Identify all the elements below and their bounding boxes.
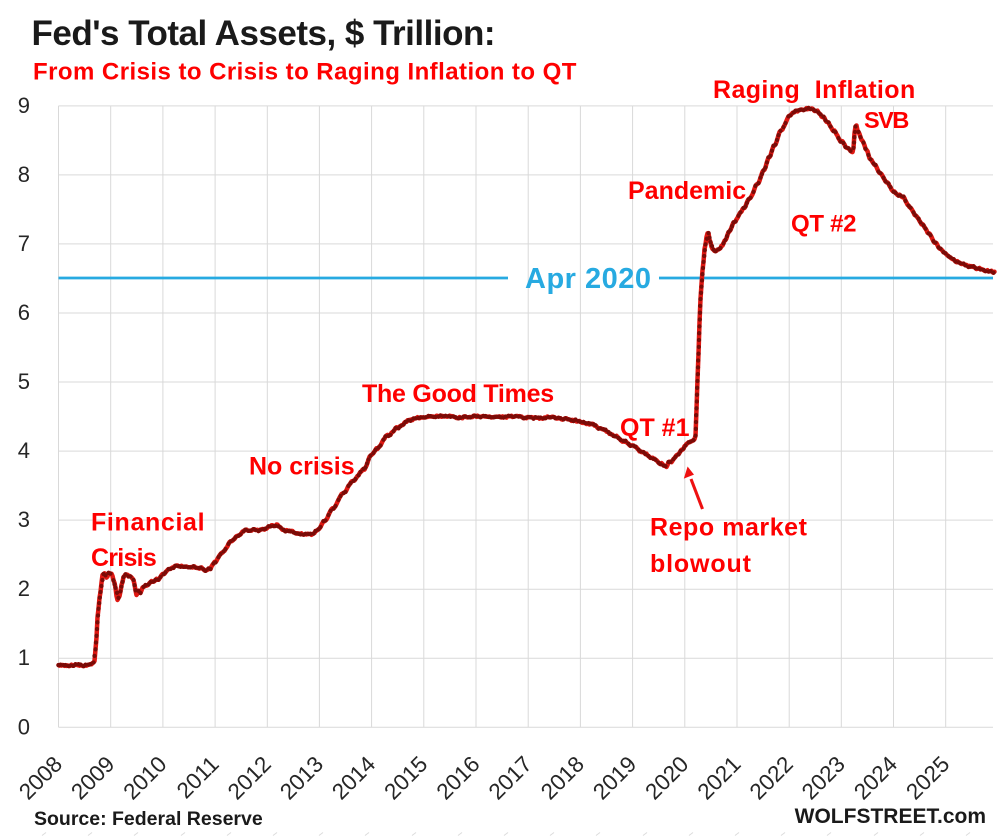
svg-text:No crisis: No crisis (249, 453, 355, 481)
svg-text:0: 0 (18, 714, 30, 739)
svg-text:7: 7 (18, 231, 30, 256)
svg-text:2: 2 (18, 576, 30, 601)
svg-text:8: 8 (18, 162, 30, 187)
svg-text:4: 4 (18, 438, 30, 463)
svg-text:Financial: Financial (91, 509, 205, 537)
svg-text:Apr 2020: Apr 2020 (525, 263, 652, 295)
svg-text:9: 9 (18, 93, 30, 118)
svg-text:Repo market: Repo market (650, 514, 808, 542)
svg-text:blowout: blowout (650, 550, 752, 578)
svg-text:Fed's Total Assets, $ Trillion: Fed's Total Assets, $ Trillion: (32, 14, 495, 53)
svg-text:The Good Times: The Good Times (362, 380, 554, 408)
svg-text:QT #2: QT #2 (791, 211, 856, 238)
svg-text:SVB: SVB (864, 107, 908, 133)
svg-text:3: 3 (18, 507, 30, 532)
svg-text:QT #1: QT #1 (620, 414, 690, 442)
svg-text:5: 5 (18, 369, 30, 394)
svg-text:Pandemic: Pandemic (628, 177, 746, 205)
svg-text:1: 1 (18, 645, 30, 670)
svg-text:Crisis: Crisis (91, 544, 156, 572)
svg-text:Source: Federal Reserve: Source: Federal Reserve (34, 808, 263, 830)
svg-text:From Crisis to Crisis to Ragin: From Crisis to Crisis to Raging Inflatio… (33, 59, 577, 86)
svg-text:WOLFSTREET.com: WOLFSTREET.com (795, 805, 986, 828)
svg-text:Raging Inflation: Raging Inflation (713, 76, 916, 104)
svg-text:6: 6 (18, 300, 30, 325)
